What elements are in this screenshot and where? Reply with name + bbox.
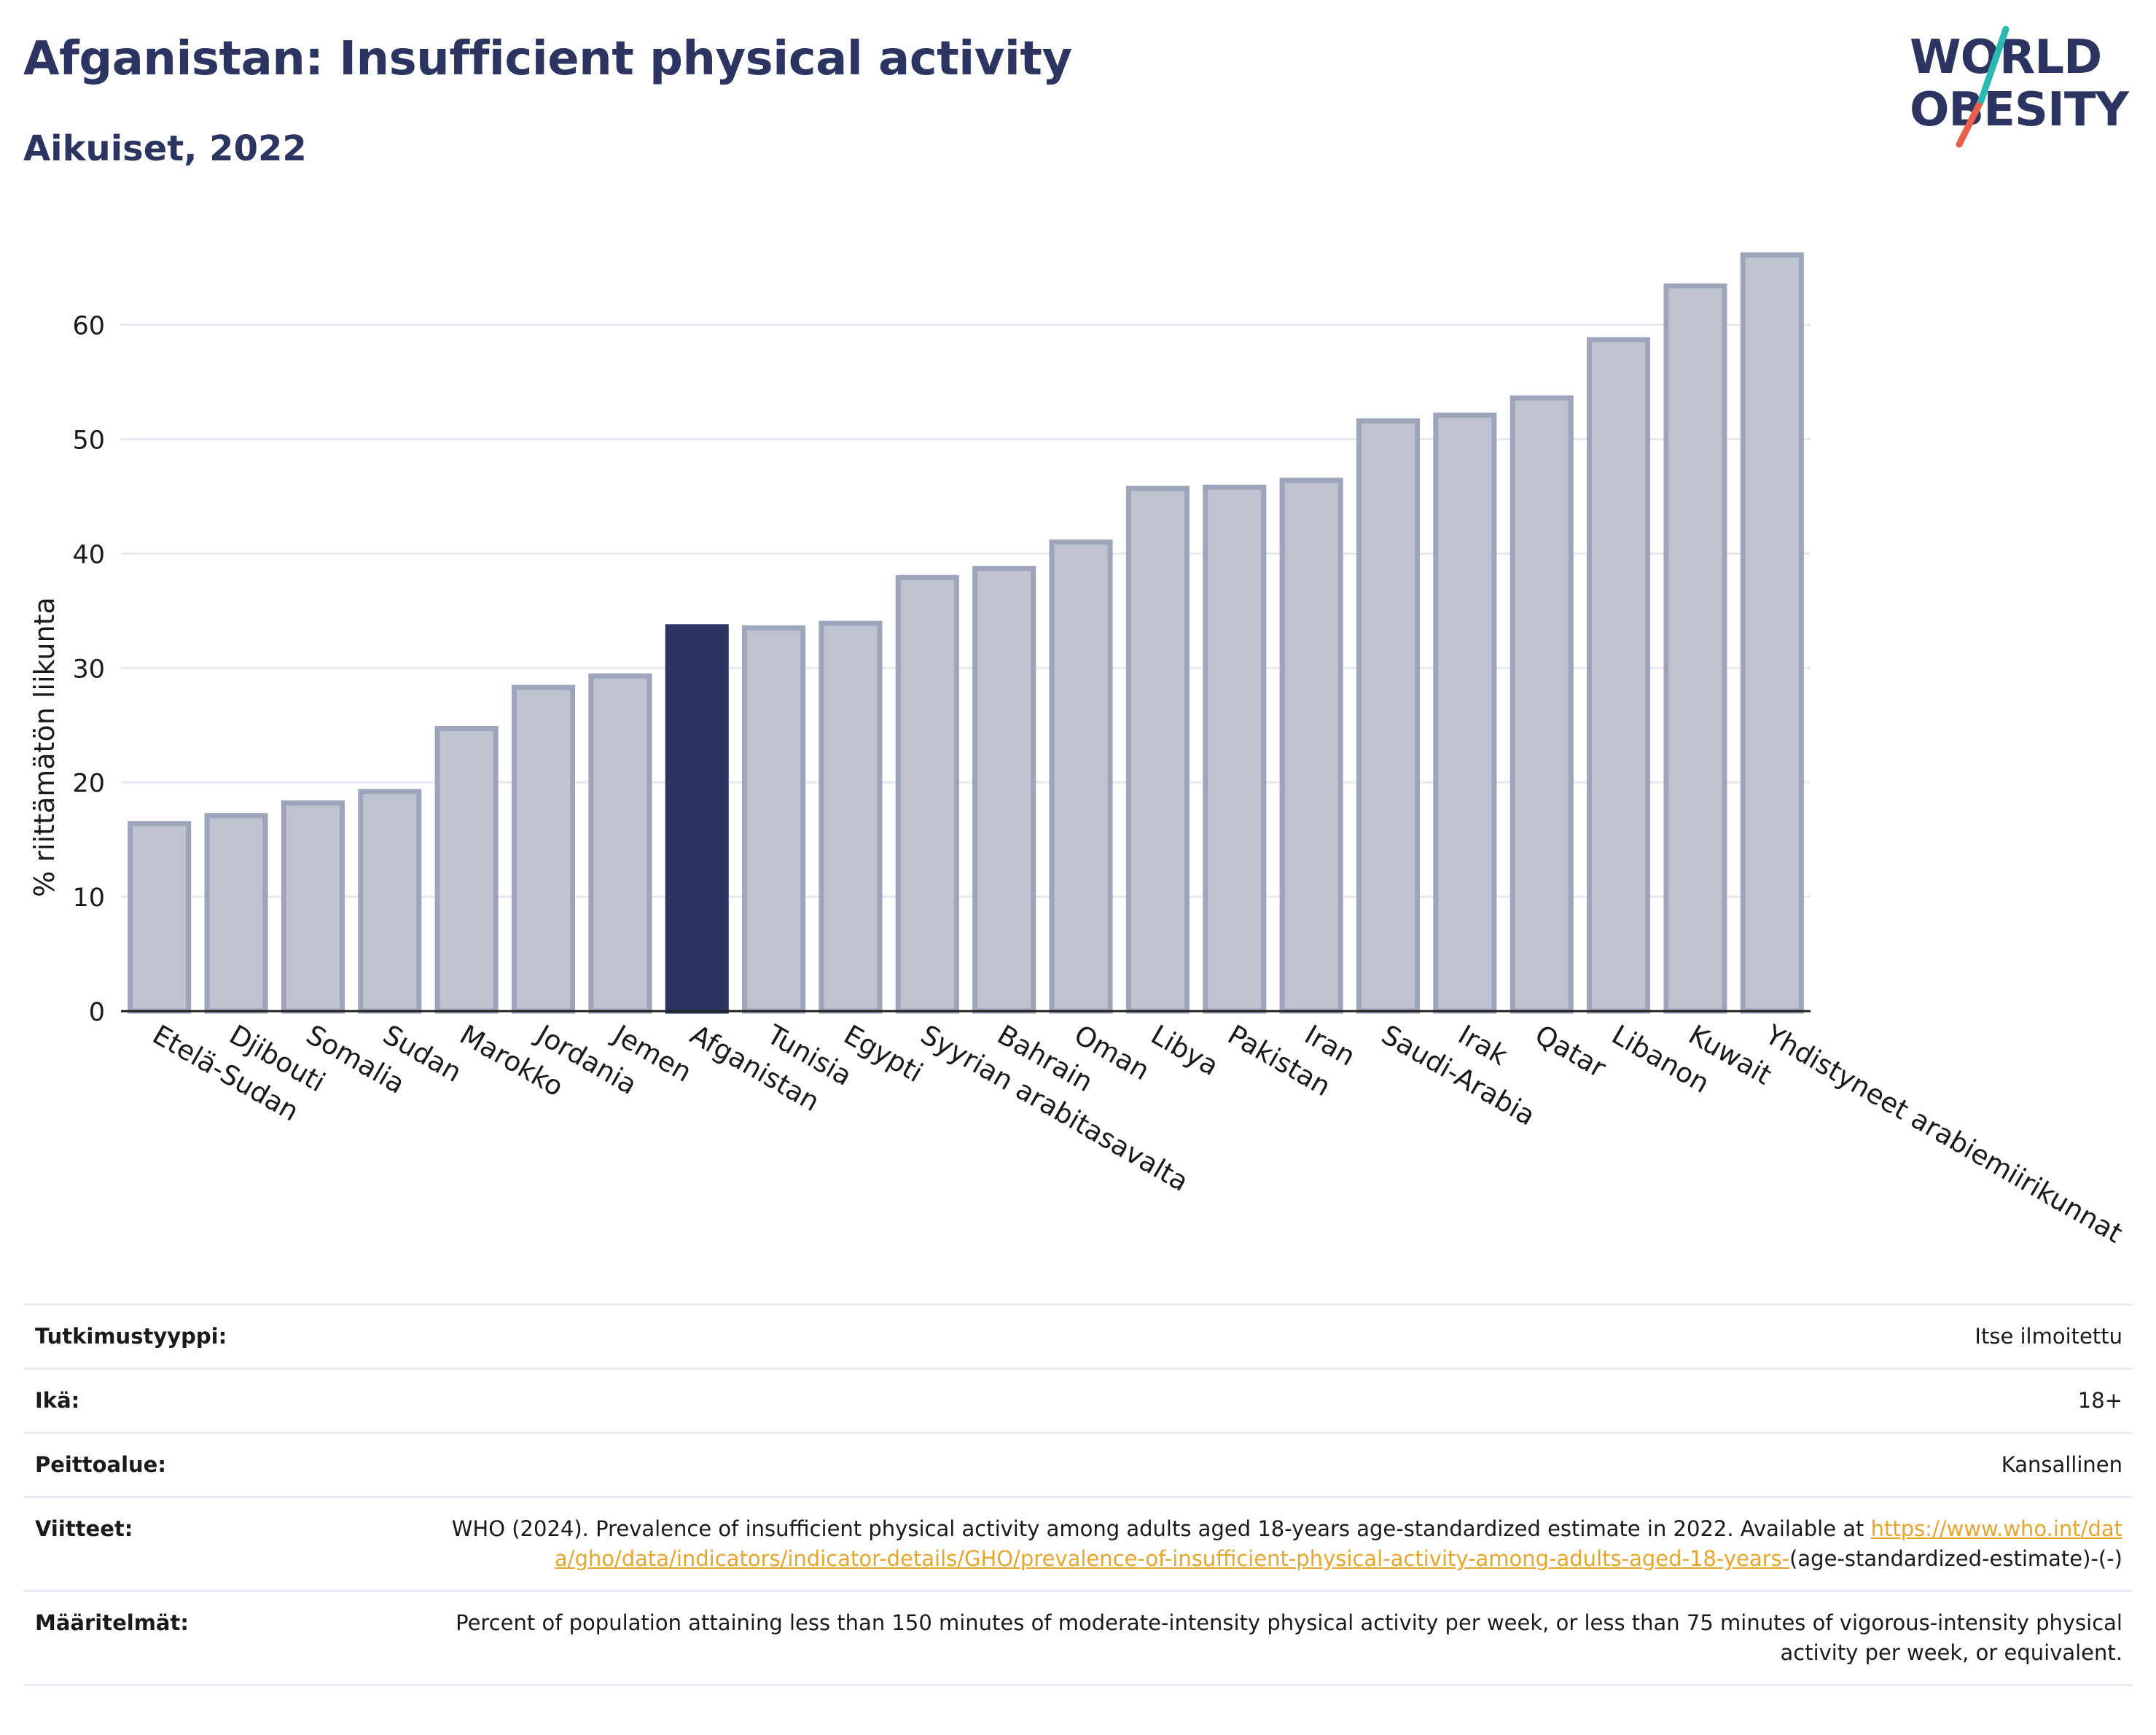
- bar-irak[interactable]: [1433, 412, 1497, 1014]
- bar-oman[interactable]: [1049, 539, 1113, 1014]
- bar-pakistan[interactable]: [1203, 484, 1267, 1014]
- bar-chart: 0 10 20 30 40 50 60 Etelä-SudanDjiboutiSomalia…: [28, 252, 2128, 1249]
- x-tick-label: Yhdistyneet arabiemiirikunnat: [1759, 1018, 2128, 1249]
- bar-qatar[interactable]: [1509, 395, 1574, 1014]
- y-tick-label: 50: [72, 426, 105, 455]
- bars: [128, 252, 1804, 1014]
- x-tick-label: Libya: [1146, 1019, 1224, 1083]
- y-tick-label: 30: [72, 655, 105, 684]
- bar-sudan[interactable]: [358, 789, 422, 1014]
- y-tick-label: 10: [72, 884, 105, 913]
- y-tick-label: 0: [89, 998, 105, 1027]
- bar-syyrian-arabitasavalta[interactable]: [895, 574, 959, 1014]
- y-tick-label: 40: [72, 540, 105, 569]
- y-tick-labels: 0 10 20 30 40 50 60: [72, 312, 105, 1027]
- bar-somalia[interactable]: [281, 800, 345, 1014]
- info-row-references: Viitteet: WHO (2024). Prevalence of insu…: [23, 1496, 2133, 1590]
- svg-text:WORLD: WORLD: [1910, 31, 2101, 85]
- bar-kuwait[interactable]: [1663, 283, 1727, 1014]
- info-row-study-type: Tutkimustyyppi: Itse ilmoitettu: [23, 1303, 2133, 1368]
- info-label: Tutkimustyyppi:: [35, 1324, 227, 1349]
- info-label: Viitteet:: [35, 1516, 133, 1541]
- bar-egypti[interactable]: [819, 620, 883, 1014]
- world-obesity-logo: WORLD OBESITY: [1910, 26, 2130, 148]
- info-row-age: Ikä: 18+: [23, 1368, 2133, 1432]
- reference-text-suffix: (age-standardized-estimate)-(-): [1789, 1546, 2122, 1571]
- info-value: 18+: [2077, 1388, 2122, 1413]
- x-tick-label: Egypti: [838, 1019, 928, 1089]
- bar-afganistan[interactable]: [665, 624, 729, 1014]
- bar-etelä-sudan[interactable]: [128, 821, 192, 1014]
- bar-libanon[interactable]: [1587, 337, 1651, 1014]
- page-subtitle: Aikuiset, 2022: [23, 128, 307, 169]
- bar-jordania[interactable]: [511, 685, 576, 1014]
- y-tick-label: 20: [72, 769, 105, 798]
- reference-link[interactable]: https://www.who.int/data/gho/data/indica…: [554, 1516, 2122, 1571]
- bar-bahrain[interactable]: [972, 566, 1036, 1014]
- info-value: WHO (2024). Prevalence of insufficient p…: [446, 1514, 2122, 1574]
- bar-djibouti[interactable]: [204, 813, 268, 1014]
- info-label: Määritelmät:: [35, 1610, 189, 1635]
- page-title: Afganistan: Insufficient physical activi…: [23, 32, 1072, 86]
- x-tick-labels: Etelä-SudanDjiboutiSomaliaSudanMarokkoJo…: [147, 1018, 2128, 1249]
- info-table: Tutkimustyyppi: Itse ilmoitettu Ikä: 18+…: [23, 1303, 2133, 1686]
- bar-marokko[interactable]: [434, 725, 499, 1014]
- info-value: Itse ilmoitettu: [1975, 1324, 2122, 1349]
- info-label: Peittoalue:: [35, 1452, 166, 1477]
- info-row-coverage: Peittoalue: Kansallinen: [23, 1432, 2133, 1496]
- svg-text:OBESITY: OBESITY: [1910, 83, 2129, 137]
- info-value: Percent of population attaining less tha…: [456, 1610, 2122, 1665]
- bar-tunisia[interactable]: [742, 625, 806, 1014]
- y-axis-label: % riittämätön liikunta: [28, 597, 60, 897]
- bar-saudi-arabia[interactable]: [1356, 418, 1421, 1014]
- bar-jemen[interactable]: [588, 673, 652, 1014]
- y-tick-label: 60: [72, 312, 105, 341]
- info-label: Ikä:: [35, 1388, 80, 1413]
- info-value: Kansallinen: [2001, 1452, 2122, 1477]
- x-tick-label: Qatar: [1530, 1019, 1612, 1085]
- reference-text: WHO (2024). Prevalence of insufficient p…: [451, 1516, 1871, 1541]
- bar-yhdistyneet-arabiemiirikunnat[interactable]: [1740, 252, 1804, 1014]
- info-row-definitions: Määritelmät: Percent of population attai…: [23, 1590, 2133, 1686]
- bar-iran[interactable]: [1279, 477, 1343, 1014]
- bar-libya[interactable]: [1125, 486, 1190, 1014]
